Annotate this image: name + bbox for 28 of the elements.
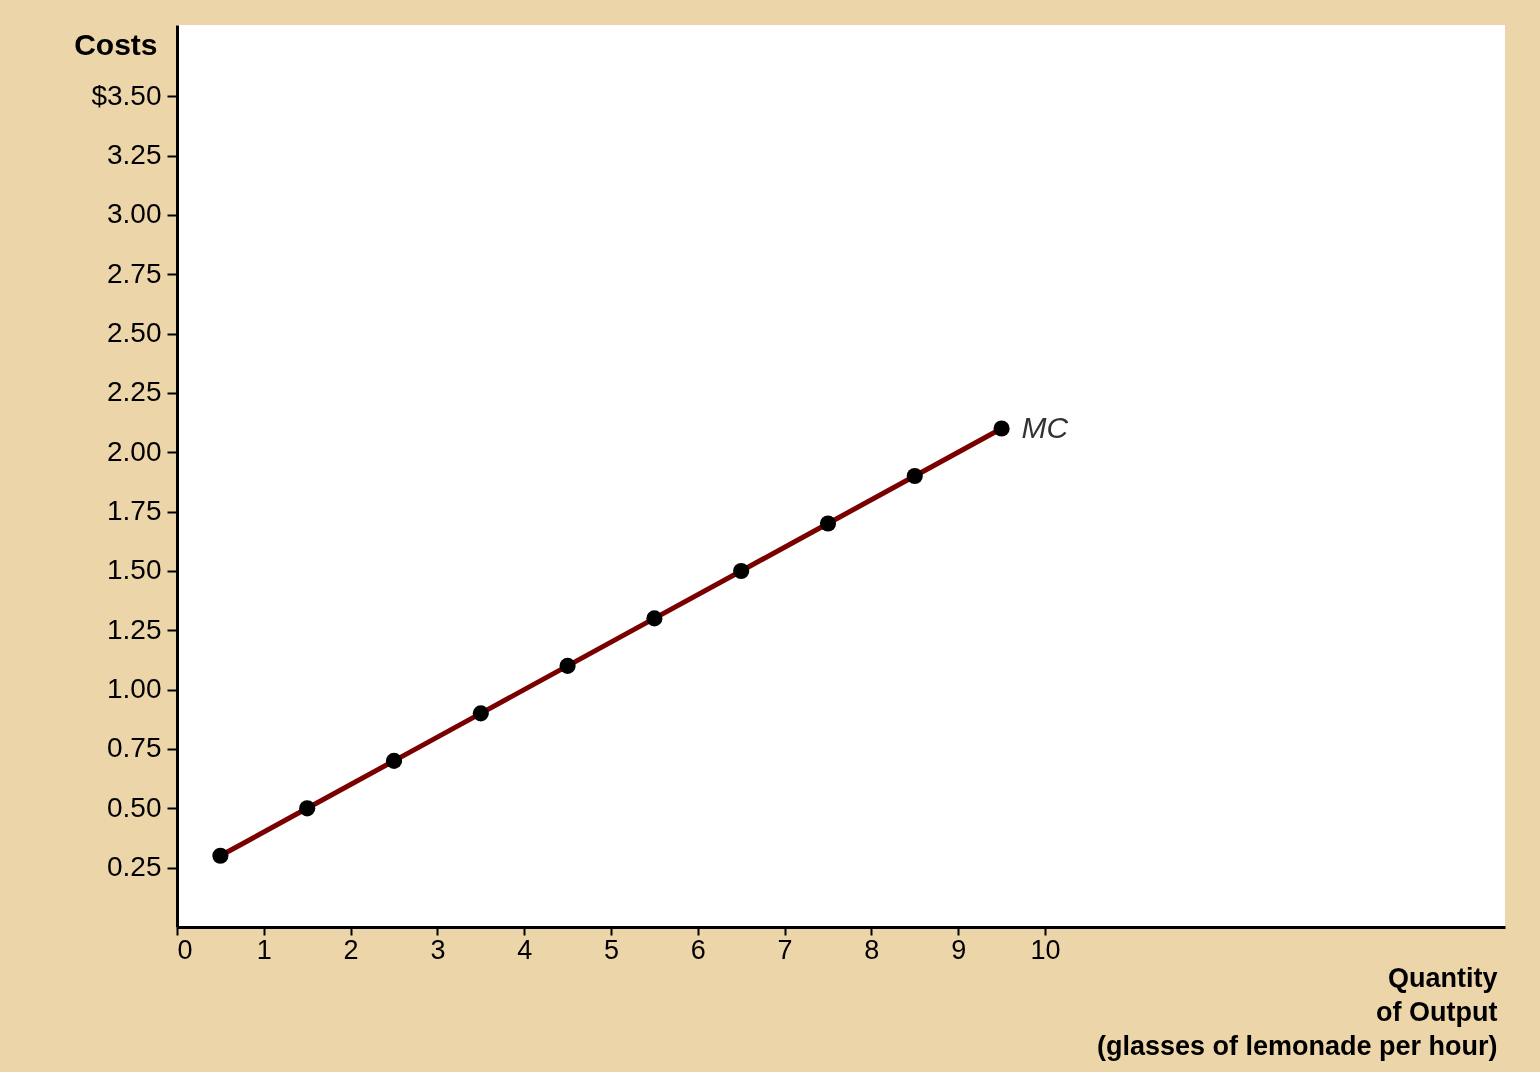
y-tick-label: 1.75 — [107, 495, 162, 527]
x-axis-title: Quantity of Output (glasses of lemonade per hour) — [1096, 962, 1498, 1061]
y-tick-label: 2.75 — [107, 257, 162, 289]
y-tick-label: 0.25 — [107, 851, 162, 883]
y-tick-label: $3.50 — [91, 79, 162, 111]
x-tick-label: 1 — [256, 934, 272, 965]
x-tick-label: 3 — [430, 934, 446, 965]
y-tick-label: 2.50 — [107, 317, 162, 349]
x-tick-label: 2 — [343, 934, 359, 965]
x-tick-label: 7 — [777, 934, 793, 965]
x-tick-label: 4 — [517, 934, 533, 965]
x-tick-label: 8 — [864, 934, 880, 965]
x-tick-label: 10 — [1030, 934, 1061, 965]
x-tick-label: 5 — [603, 934, 619, 965]
y-tick-label: 1.25 — [107, 613, 162, 645]
y-tick-label: 3.00 — [107, 198, 162, 230]
x-tick-label: 9 — [951, 934, 967, 965]
y-tick-label: 1.50 — [107, 554, 162, 586]
x-tick-label: 6 — [690, 934, 706, 965]
y-axis-title: Costs — [74, 27, 158, 61]
y-tick-label: 2.00 — [107, 435, 162, 467]
y-tick-label: 0.75 — [107, 732, 162, 764]
y-tick-label: 2.25 — [107, 376, 162, 408]
y-tick-label: 0.50 — [107, 791, 162, 823]
x-tick-label: 0 — [177, 934, 193, 965]
y-tick-label: 1.00 — [107, 673, 162, 705]
series-label: MC — [1021, 410, 1069, 444]
y-tick-label: 3.25 — [107, 139, 162, 171]
